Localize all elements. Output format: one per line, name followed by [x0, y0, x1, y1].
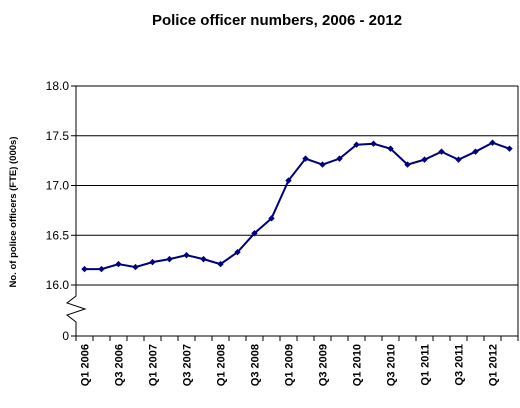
x-tick-label: Q1 2008: [216, 344, 228, 386]
data-point: [438, 148, 445, 155]
y-tick-label: 16.5: [46, 228, 70, 242]
data-point: [285, 177, 292, 184]
data-point: [98, 265, 105, 273]
x-tick-label: Q3 2010: [386, 344, 398, 386]
series-line: [84, 141, 510, 271]
x-axis-ticks: Q1 2006 Q3 2006 Q1 2007 Q3 2007 Q1 2008 Q3 20…: [75, 336, 519, 386]
x-tick-label: Q1 2006: [80, 344, 92, 386]
data-point: [217, 260, 224, 268]
y-tick-label: 17.0: [46, 179, 70, 193]
data-point: [81, 265, 88, 273]
y-axis-ticks: 18.0 17.5 17.0 16.5 16.0 0: [46, 79, 76, 343]
data-point: [132, 263, 139, 271]
data-point: [489, 139, 496, 146]
y-tick-label: 0: [62, 329, 69, 343]
gridlines: [76, 85, 518, 286]
axes: [65, 86, 519, 337]
x-tick-label: Q1 2011: [420, 344, 432, 386]
x-tick-label: Q3 2006: [114, 344, 126, 386]
data-point: [251, 230, 258, 237]
y-axis-line: [65, 86, 87, 336]
y-axis-label: No. of police officers (FTE) (000s): [8, 137, 19, 288]
x-tick-label: Q3 2009: [318, 344, 330, 386]
data-point: [319, 161, 326, 168]
data-point: [472, 148, 479, 155]
x-tick-label: Q1 2009: [284, 344, 296, 386]
chart-title: Police officer numbers, 2006 - 2012: [152, 12, 402, 29]
data-point: [387, 145, 394, 152]
data-point: [455, 156, 462, 163]
y-tick-label: 18.0: [46, 79, 70, 93]
data-point: [149, 258, 156, 266]
x-tick-label: Q3 2011: [454, 344, 466, 386]
data-point: [302, 155, 309, 162]
data-point: [353, 141, 360, 148]
x-tick-label: Q3 2007: [182, 344, 194, 386]
data-point: [166, 255, 173, 263]
data-point: [183, 251, 190, 259]
x-tick-label: Q1 2007: [148, 344, 160, 386]
x-tick-label: Q3 2008: [250, 344, 262, 386]
data-point: [200, 255, 207, 263]
y-tick-label: 17.5: [46, 129, 70, 143]
x-tick-label: Q1 2010: [352, 344, 364, 386]
data-point: [336, 155, 343, 162]
data-point: [421, 156, 428, 163]
data-point: [506, 145, 513, 152]
data-point: [404, 161, 411, 168]
data-point: [268, 215, 275, 222]
data-point: [115, 260, 122, 268]
x-tick-label: Q1 2012: [488, 344, 500, 386]
data-series: [81, 139, 513, 273]
data-point: [234, 248, 241, 256]
data-point: [370, 140, 377, 147]
y-tick-label: 16.0: [46, 278, 70, 292]
